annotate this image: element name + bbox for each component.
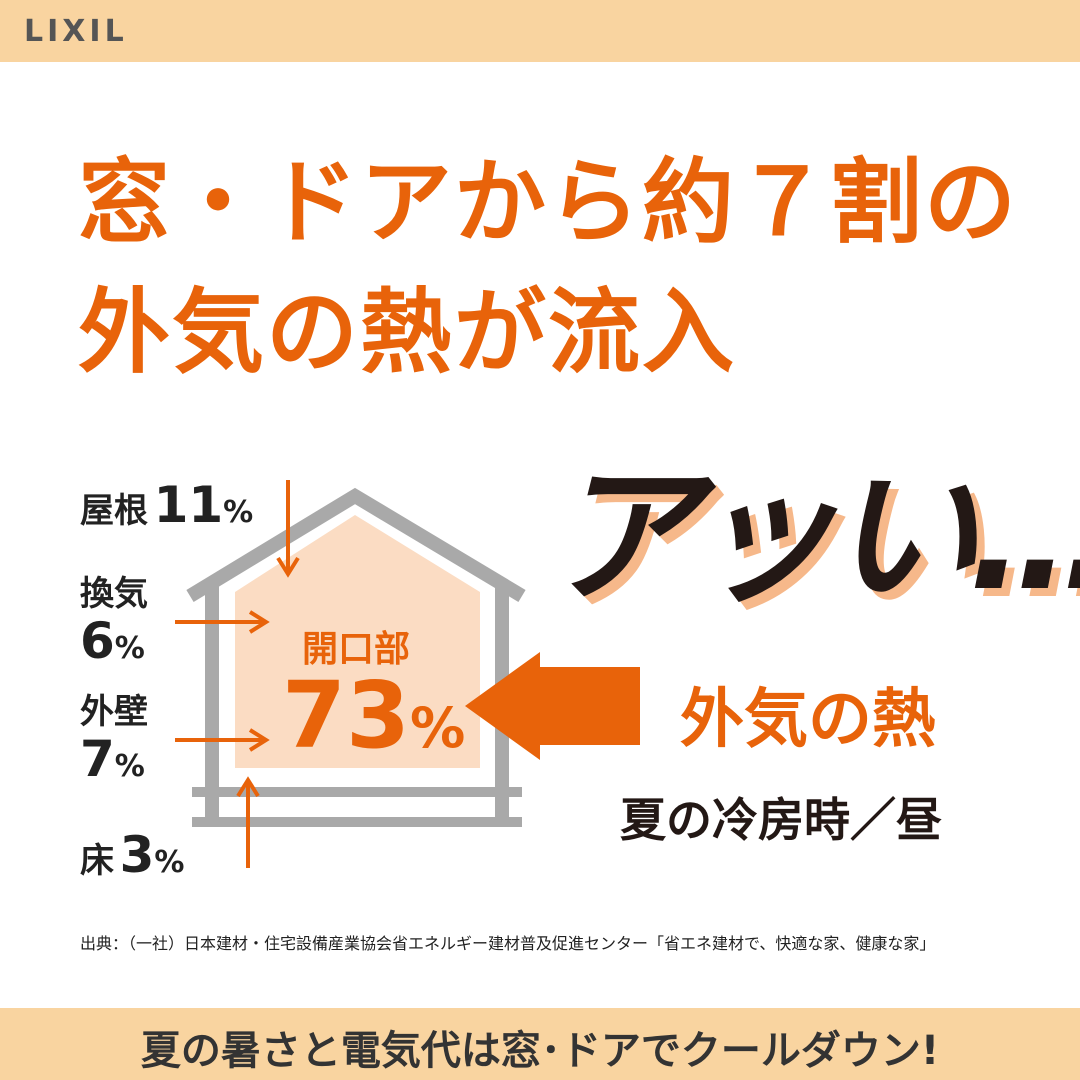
- part-label: 換気: [80, 574, 148, 614]
- heat-arrow: [465, 652, 640, 760]
- season: 夏の冷房時／昼: [620, 793, 942, 847]
- source: 出典：（一社）日本建材・住宅設備産業協会省エネルギー建材普及促進センター「省エネ…: [80, 934, 936, 953]
- part-label: 屋根: [80, 491, 148, 531]
- part-value: 7%: [80, 730, 145, 788]
- logo: LIXIL: [24, 14, 128, 49]
- bottom-band: [0, 1008, 1080, 1080]
- opening-value: 73%: [282, 662, 466, 769]
- arrow-head: [248, 610, 270, 634]
- unit: %: [154, 845, 185, 880]
- part-value: 6%: [80, 612, 145, 670]
- arrows: [175, 480, 300, 868]
- unit: %: [223, 495, 254, 530]
- arrow-head: [236, 776, 260, 798]
- headline: 外気の熱が流入: [78, 279, 737, 386]
- part: 屋根 11%: [80, 476, 253, 534]
- part-value: 3%: [119, 826, 185, 884]
- footer: 夏の暑さと電気代は窓･ドアでクールダウン!: [140, 1028, 940, 1074]
- top-band: [0, 0, 1080, 62]
- unit: %: [410, 697, 466, 761]
- part-value: 11%: [153, 476, 254, 534]
- unit: %: [114, 749, 145, 784]
- part-label: 床: [80, 841, 114, 881]
- part-label: 外壁: [80, 692, 148, 732]
- headline: 窓・ドアから約７割の: [78, 149, 1019, 256]
- house-interior: [235, 515, 480, 768]
- opening-label: 開口部: [302, 629, 411, 670]
- heat-label: 外気の熱: [680, 683, 936, 757]
- arrow-head: [276, 556, 300, 578]
- unit: %: [114, 631, 145, 666]
- roof: [186, 487, 526, 603]
- arrow-head: [248, 728, 270, 752]
- part: 床 3%: [80, 826, 184, 884]
- exclaim: アッい…: [548, 450, 1080, 624]
